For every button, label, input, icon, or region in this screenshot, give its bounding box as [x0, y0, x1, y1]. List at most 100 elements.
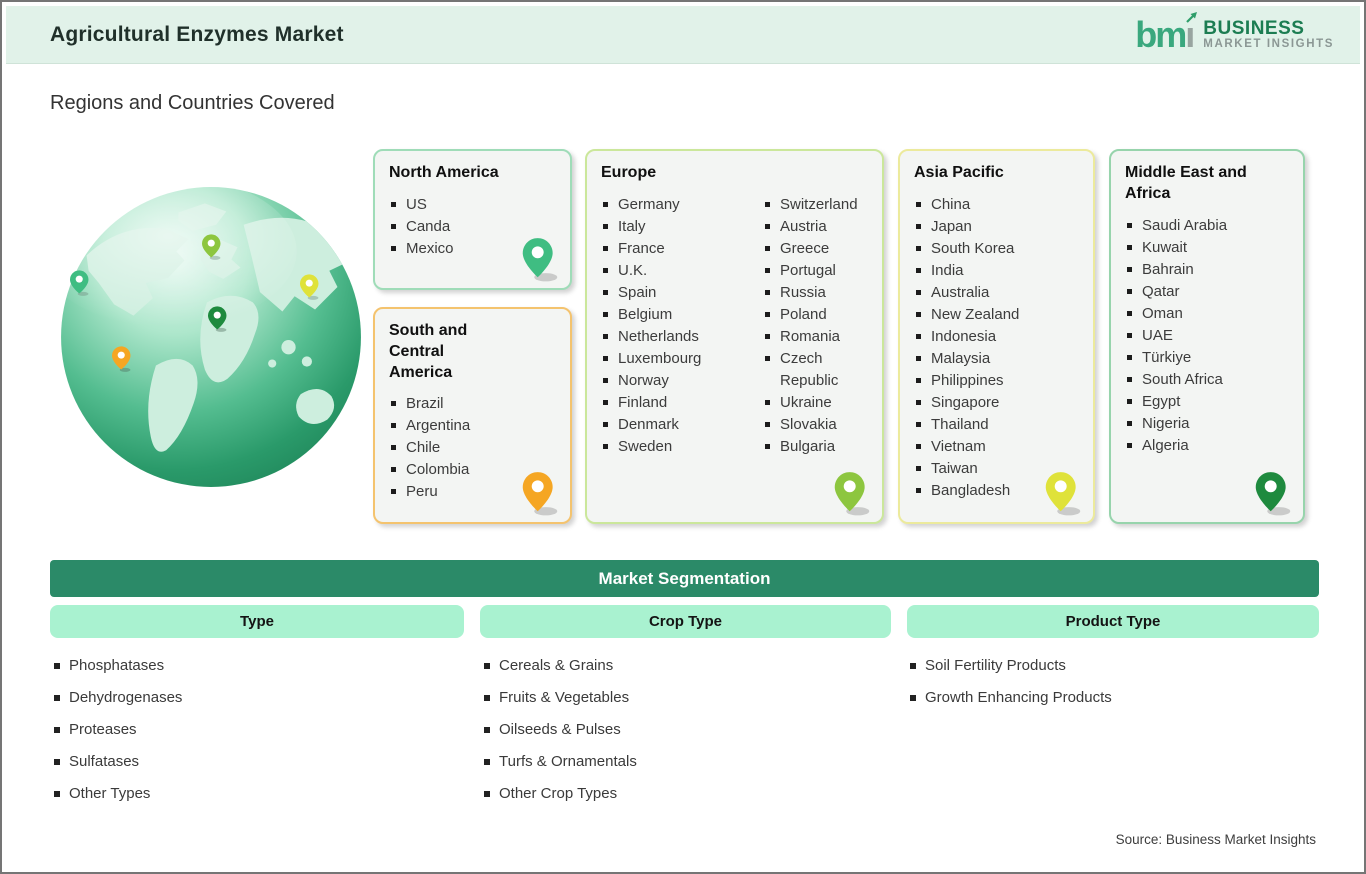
country-label: Nigeria — [1142, 414, 1190, 432]
bullet-square-icon — [916, 245, 921, 251]
logo-mark-green: bm — [1135, 13, 1187, 55]
country-label: UAE — [1142, 326, 1173, 344]
bullet-square-icon — [765, 245, 770, 251]
country-item: Spain — [601, 282, 753, 304]
segment-list-type: Phosphatases Dehydrogenases Proteases Sulfa… — [54, 658, 182, 818]
country-label: Malaysia — [931, 349, 991, 367]
country-label: Belgium — [618, 305, 673, 323]
bullet-square-icon — [1127, 222, 1132, 228]
country-item: Poland — [763, 304, 868, 326]
globe-graphic — [58, 184, 361, 487]
bullet-square-icon — [391, 489, 396, 495]
segment-item-label: Turfs & Ornamentals — [499, 753, 637, 770]
country-item: Denmark — [601, 414, 753, 436]
bullet-square-icon — [603, 421, 608, 427]
country-item: Singapore — [914, 392, 1079, 414]
bullet-square-icon — [54, 759, 60, 765]
segment-item: Oilseeds & Pulses — [484, 722, 637, 738]
country-item: Sweden — [601, 436, 753, 458]
logo-line1: BUSINESS — [1203, 17, 1305, 39]
segment-list-crop-type: Cereals & Grains Fruits & Vegetables Oilse… — [484, 658, 637, 818]
country-label: Philippines — [931, 371, 1004, 389]
country-item: China — [914, 194, 1079, 216]
country-label: Saudi Arabia — [1142, 216, 1228, 234]
country-label: Vietnam — [931, 437, 986, 455]
country-item: New Zealand — [914, 304, 1079, 326]
bullet-square-icon — [765, 443, 770, 449]
country-item: Slovakia — [763, 414, 868, 436]
country-label: Bangladesh — [931, 481, 1011, 499]
country-label: Chile — [406, 439, 441, 457]
country-label: U.K. — [618, 261, 648, 279]
country-label: Indonesia — [931, 327, 997, 345]
segment-item-label: Soil Fertility Products — [925, 657, 1066, 674]
map-pin-icon — [1045, 472, 1081, 516]
segment-item: Turfs & Ornamentals — [484, 754, 637, 770]
country-item: Thailand — [914, 414, 1079, 436]
country-label: Australia — [931, 283, 990, 301]
logo-line2: MARKET INSIGHTS — [1203, 38, 1334, 51]
country-item: Nigeria — [1125, 413, 1289, 435]
country-label: Luxembourg — [618, 349, 702, 367]
segment-item-label: Phosphatases — [69, 657, 165, 674]
country-label: Germany — [618, 195, 680, 213]
segment-header-label: Product Type — [1065, 613, 1161, 630]
country-label: France — [618, 239, 665, 257]
segment-item: Dehydrogenases — [54, 690, 182, 706]
bullet-square-icon — [603, 377, 608, 383]
country-item: Ukraine — [763, 392, 868, 414]
country-item: Bahrain — [1125, 259, 1289, 281]
bullet-square-icon — [916, 267, 921, 273]
country-item: Russia — [763, 282, 868, 304]
country-label: Brazil — [406, 395, 444, 413]
segment-item: Cereals & Grains — [484, 658, 637, 674]
country-item: Brazil — [389, 393, 556, 415]
segment-item-label: Growth Enhancing Products — [925, 689, 1112, 706]
bullet-square-icon — [765, 399, 770, 405]
segment-item: Proteases — [54, 722, 182, 738]
country-label: Egypt — [1142, 392, 1181, 410]
bullet-square-icon — [916, 223, 921, 229]
country-label: South Korea — [931, 239, 1015, 257]
bullet-square-icon — [391, 223, 396, 229]
country-label: Poland — [780, 305, 827, 323]
country-label: Greece — [780, 239, 830, 257]
country-item: Türkiye — [1125, 347, 1289, 369]
country-label: Oman — [1142, 304, 1183, 322]
bullet-square-icon — [391, 245, 396, 251]
segment-item: Fruits & Vegetables — [484, 690, 637, 706]
country-label: Bahrain — [1142, 260, 1194, 278]
country-label: Denmark — [618, 415, 679, 433]
bullet-square-icon — [603, 201, 608, 207]
segment-item: Soil Fertility Products — [910, 658, 1112, 674]
bullet-square-icon — [1127, 398, 1132, 404]
bullet-square-icon — [603, 311, 608, 317]
segmentation-header-bar: Market Segmentation — [50, 560, 1319, 597]
bullet-square-icon — [391, 401, 396, 407]
country-label: New Zealand — [931, 305, 1020, 323]
bullet-square-icon — [484, 695, 490, 701]
source-note: Source: Business Market Insights — [1115, 832, 1316, 847]
segment-item-label: Sulfatases — [69, 753, 140, 770]
country-item: Australia — [914, 282, 1079, 304]
country-label: Colombia — [406, 461, 470, 479]
country-label: South Africa — [1142, 370, 1223, 388]
country-item: Qatar — [1125, 281, 1289, 303]
country-label: Switzerland — [780, 195, 858, 213]
country-item: Romania — [763, 326, 868, 348]
bullet-square-icon — [916, 487, 921, 493]
segment-item-label: Cereals & Grains — [499, 657, 614, 674]
country-item: France — [601, 238, 753, 260]
globe-pin-north-america-icon — [70, 270, 89, 296]
country-label: Taiwan — [931, 459, 978, 477]
country-label: Algeria — [1142, 436, 1189, 454]
country-item: Chile — [389, 437, 556, 459]
globe-pin-europe-icon — [202, 234, 221, 260]
bullet-square-icon — [910, 663, 916, 669]
bullet-square-icon — [603, 399, 608, 405]
region-card-middle-east-africa: Middle East and Africa Saudi Arabia Kuwai… — [1109, 149, 1305, 524]
country-label: China — [931, 195, 971, 213]
country-item: Malaysia — [914, 348, 1079, 370]
country-item: Greece — [763, 238, 868, 260]
bullet-square-icon — [603, 289, 608, 295]
